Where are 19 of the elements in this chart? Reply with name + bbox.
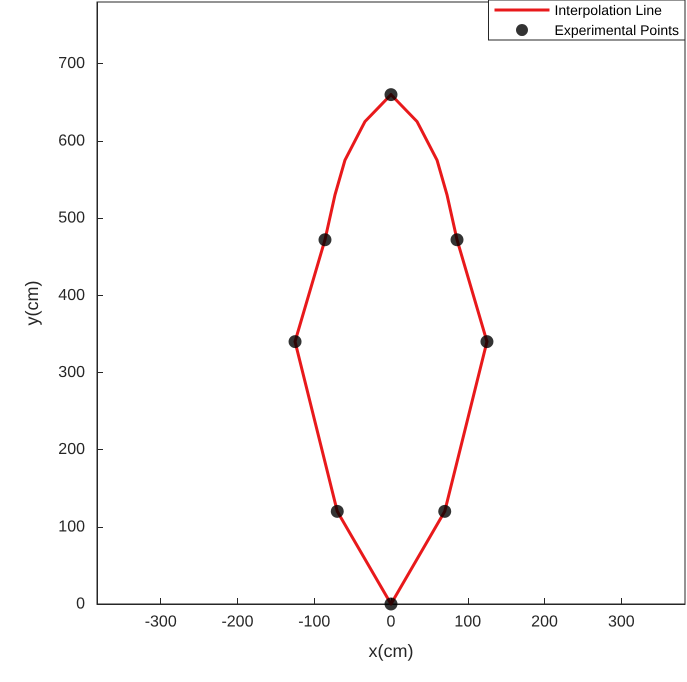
x-axis-title: x(cm): [368, 641, 414, 661]
x-tick-label: -300: [144, 614, 177, 630]
x-tick-label: -200: [221, 614, 254, 630]
y-tick-label: 400: [58, 286, 86, 304]
x-tick-label: 100: [454, 614, 482, 630]
x-tick-label: 200: [531, 614, 558, 630]
y-tick-label: 100: [58, 518, 86, 536]
legend-label: Interpolation Line: [554, 2, 662, 18]
y-tick-label: 0: [76, 596, 86, 612]
y-tick-label: 300: [58, 364, 86, 381]
x-tick-label: -100: [298, 614, 330, 630]
x-tick-label: 0: [386, 614, 396, 630]
y-tick-label: 200: [58, 441, 86, 458]
y-axis-title: y(cm): [22, 280, 42, 326]
y-tick-label: 700: [58, 55, 86, 72]
y-tick-label: 500: [58, 210, 86, 227]
x-tick-label: 300: [608, 614, 635, 630]
y-tick-label: 600: [58, 132, 86, 150]
legend-label: Experimental Points: [554, 22, 680, 38]
